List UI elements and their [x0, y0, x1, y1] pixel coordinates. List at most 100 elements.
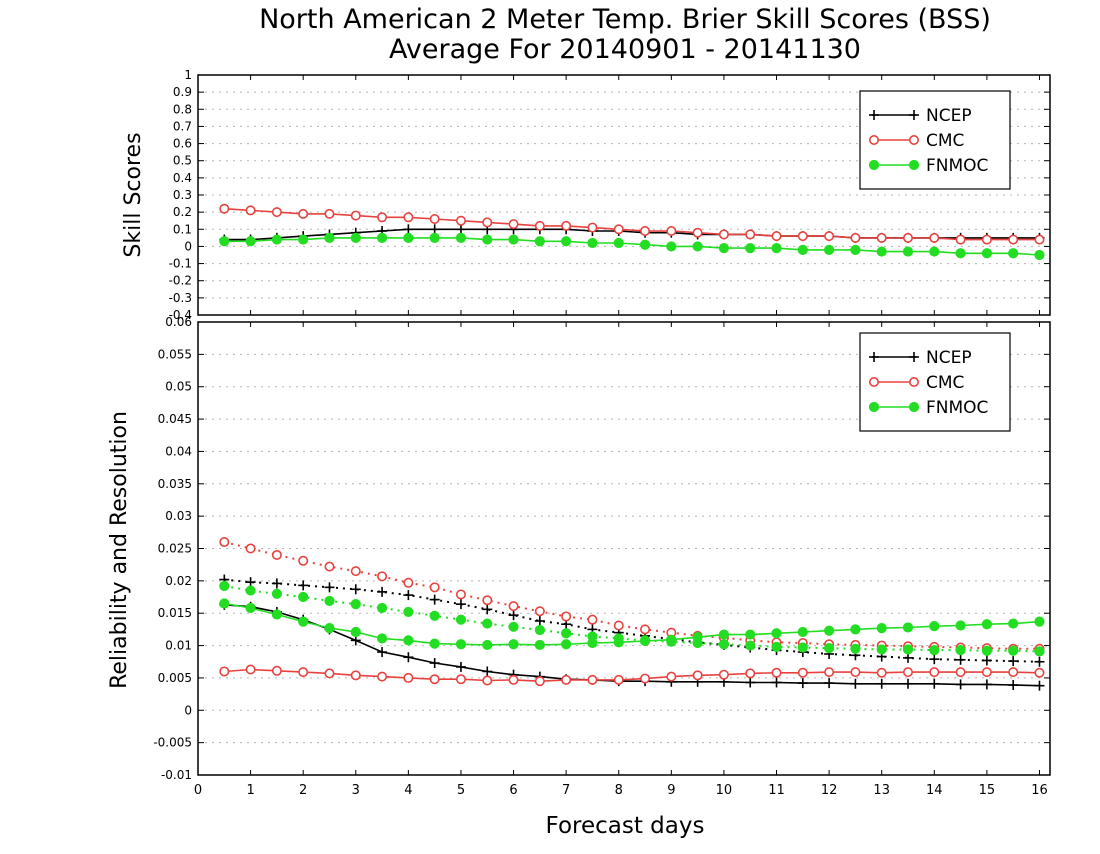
data-point-fnmoc [639, 635, 651, 646]
data-point-cmc [981, 234, 992, 245]
data-point-cmc [876, 667, 887, 678]
data-point-fnmoc [692, 241, 703, 252]
data-point-cmc [692, 670, 703, 681]
data-point-ncep [876, 678, 887, 689]
data-point-cmc [403, 577, 414, 588]
reliability-resolution-panel: -0.01 -0.005 0 0.005 0.01 0.015 0.02 0.025 0.03 0… [153, 315, 1051, 798]
data-point-fnmoc [850, 624, 861, 635]
data-point-fnmoc [219, 598, 230, 609]
data-point-cmc [219, 666, 230, 677]
y-tick-label: 0 [184, 239, 192, 253]
data-point-cmc [482, 217, 493, 228]
data-point-fnmoc [824, 625, 835, 636]
data-point-fnmoc [245, 236, 256, 247]
x-tick-label: 6 [509, 783, 517, 798]
data-point-cmc [771, 667, 782, 678]
data-point-fnmoc [824, 244, 835, 255]
data-point-cmc [640, 624, 651, 635]
data-point-cmc [902, 232, 913, 243]
data-point-cmc [561, 674, 572, 685]
data-point-cmc [771, 231, 782, 242]
data-point-cmc [298, 667, 309, 678]
data-point-cmc [1008, 667, 1019, 678]
data-point-ncep [771, 677, 782, 688]
data-point-cmc [955, 667, 966, 678]
data-point-cmc [377, 571, 388, 582]
data-point-cmc [534, 606, 545, 617]
data-point-cmc [534, 676, 545, 687]
bottom-y-axis-label: Reliability and Resolution [107, 411, 132, 689]
data-point-fnmoc [534, 639, 545, 651]
y-tick-label: 0.015 [158, 606, 192, 620]
data-point-cmc [403, 212, 414, 223]
data-point-fnmoc [482, 639, 493, 651]
data-point-ncep [429, 658, 440, 669]
data-point-ncep [824, 678, 835, 689]
data-point-cmc [797, 667, 808, 678]
data-point-cmc [824, 667, 835, 678]
x-tick-label: 7 [562, 783, 570, 798]
data-point-cmc [1034, 667, 1045, 678]
x-tick-label: 12 [821, 783, 838, 798]
data-point-cmc [666, 226, 677, 237]
data-point-fnmoc [666, 241, 677, 252]
data-point-fnmoc [219, 580, 230, 592]
y-tick-label: 0.01 [165, 639, 192, 653]
data-point-fnmoc [561, 628, 572, 639]
y-tick-label: -0.005 [153, 736, 192, 750]
data-point-ncep [324, 582, 335, 593]
data-point-fnmoc [981, 645, 992, 656]
data-point-fnmoc [271, 588, 282, 599]
data-point-ncep [797, 678, 808, 689]
x-tick-label: 5 [457, 783, 465, 798]
data-point-ncep [482, 666, 493, 677]
data-point-cmc [482, 595, 493, 606]
x-tick-label: 2 [299, 783, 307, 798]
data-point-fnmoc [245, 585, 256, 596]
data-point-fnmoc [876, 246, 887, 257]
plot-frame [197, 321, 1051, 776]
data-point-fnmoc [429, 232, 440, 243]
data-point-cmc [613, 620, 624, 631]
y-tick-label: 0.005 [158, 671, 192, 685]
legend-marker [868, 401, 880, 413]
data-point-fnmoc [587, 237, 598, 249]
data-point-cmc [350, 566, 361, 577]
data-point-cmc [613, 224, 624, 235]
y-tick-label: 0.055 [158, 347, 192, 361]
data-point-fnmoc [613, 237, 624, 249]
data-point-fnmoc [508, 639, 519, 650]
data-point-fnmoc [1034, 249, 1045, 261]
y-tick-label: 0.045 [158, 412, 192, 426]
data-point-cmc [561, 220, 572, 231]
data-point-ncep [955, 679, 966, 690]
data-point-fnmoc [403, 606, 414, 618]
y-tick-label: 0.03 [165, 509, 192, 523]
top-y-axis-label: Skill Scores [121, 132, 146, 257]
data-point-fnmoc [797, 626, 808, 638]
data-point-cmc [981, 667, 992, 678]
data-point-fnmoc [902, 644, 914, 655]
data-point-cmc [692, 227, 703, 238]
data-point-cmc [324, 208, 335, 219]
data-point-ncep [955, 654, 966, 665]
legend-marker [909, 352, 919, 362]
data-point-fnmoc [403, 635, 414, 646]
data-point-cmc [245, 664, 256, 675]
data-point-ncep [377, 647, 388, 658]
data-point-fnmoc [745, 629, 756, 640]
data-point-fnmoc [1034, 616, 1045, 627]
data-point-ncep [429, 594, 440, 605]
data-point-fnmoc [561, 236, 572, 247]
data-point-ncep [271, 578, 282, 589]
data-point-fnmoc [403, 232, 414, 243]
legend-marker [869, 352, 879, 362]
data-point-cmc [219, 203, 230, 214]
data-point-ncep [1008, 656, 1019, 667]
x-tick-label: 10 [716, 783, 733, 798]
data-point-ncep [403, 224, 414, 235]
data-point-ncep [981, 679, 992, 690]
data-point-cmc [298, 555, 309, 566]
data-point-fnmoc [350, 626, 361, 638]
